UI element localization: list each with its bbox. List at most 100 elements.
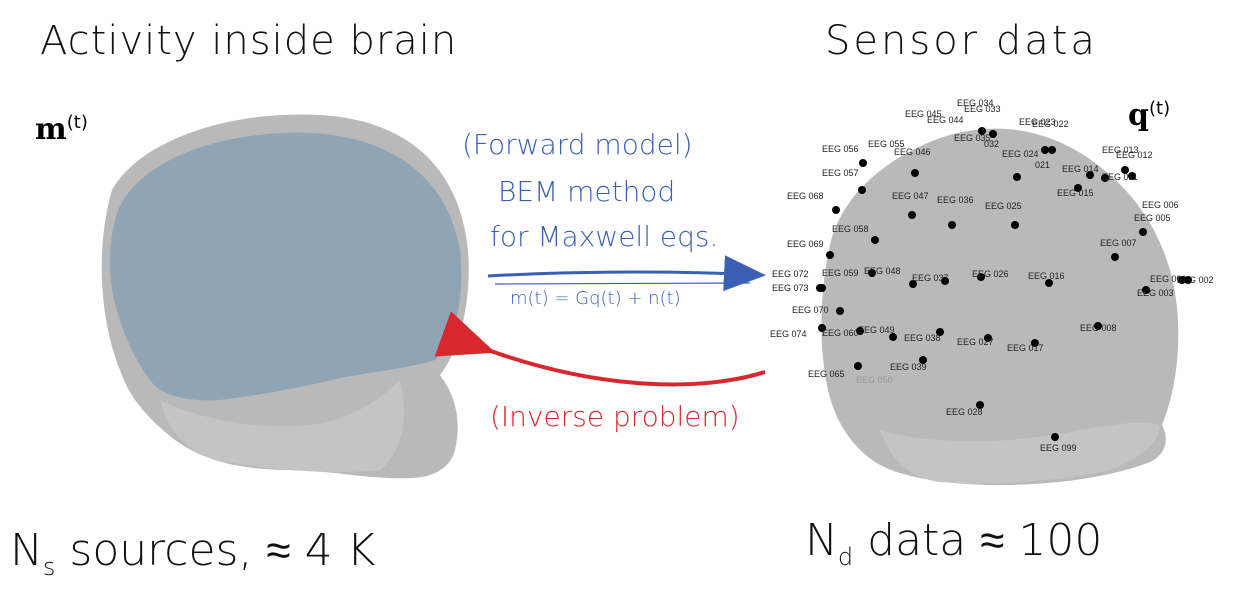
electrode-dot xyxy=(909,280,917,288)
electrode-dot xyxy=(1045,279,1053,287)
electrode-dot xyxy=(976,401,984,409)
q-superscript: (t) xyxy=(1148,98,1171,119)
electrode-dot xyxy=(868,269,876,277)
electrode-dot xyxy=(1074,184,1082,192)
left-title: Activity inside brain xyxy=(40,18,458,64)
electrode-dot xyxy=(826,251,834,259)
electrode-dot xyxy=(1013,173,1021,181)
electrode-dot xyxy=(977,273,985,281)
electrode-label: EEG 069 xyxy=(787,239,824,249)
electrode-dot xyxy=(1178,276,1186,284)
electrode-label: EEG 047 xyxy=(892,191,929,201)
data-caption: Nd data ≈ 100 xyxy=(805,515,1102,571)
electrode-dot xyxy=(1111,253,1119,261)
electrode-label: EEG 026 xyxy=(972,269,1009,279)
electrode-label: EEG 016 xyxy=(1028,271,1065,281)
maxwell-label: for Maxwell eqs. xyxy=(490,220,719,253)
electrode-dot xyxy=(1011,221,1019,229)
electrode-dot xyxy=(1121,166,1129,174)
electrode-dot xyxy=(936,328,944,336)
electrode-dot xyxy=(908,211,916,219)
electrode-dot xyxy=(1041,146,1049,154)
electrode-dot xyxy=(1051,433,1059,441)
electrode-dot xyxy=(871,236,879,244)
electrode-dot xyxy=(818,324,826,332)
sources-subscript: s xyxy=(42,552,56,581)
electrode-label: EEG 025 xyxy=(985,201,1022,211)
q-variable-label: q(t) xyxy=(1128,98,1170,133)
electrode-label: EEG 033 xyxy=(964,104,1001,114)
left-brain-surface xyxy=(110,132,462,401)
electrode-label: EEG 050 xyxy=(856,375,893,385)
electrode-label: EEG 005 xyxy=(1134,213,1171,223)
data-subscript: d xyxy=(837,542,854,571)
electrode-label: EEG 060 xyxy=(822,328,859,338)
electrode-label: EEG 001 xyxy=(1150,274,1187,284)
electrode-label: EEG 035 xyxy=(954,133,991,143)
electrode-dot xyxy=(984,334,992,342)
electrode-dot xyxy=(854,362,862,370)
electrode-label: EEG 003 xyxy=(1137,288,1174,298)
left-head-shade xyxy=(160,380,404,472)
inverse-problem-label: (Inverse problem) xyxy=(490,400,740,433)
electrode-label: EEG 070 xyxy=(792,305,829,315)
electrode-label: EEG 024 xyxy=(1002,149,1039,159)
electrode-label: EEG 049 xyxy=(858,325,895,335)
electrode-label: EEG 015 xyxy=(1057,188,1094,198)
electrode-label: EEG 011 xyxy=(1102,172,1138,182)
electrode-label: EEG 013 xyxy=(1102,145,1139,155)
electrode-label: EEG 036 xyxy=(937,195,974,205)
electrode-dot xyxy=(1031,339,1039,347)
electrode-label: EEG 022 xyxy=(1032,119,1069,129)
electrode-dot xyxy=(858,186,866,194)
electrode-label: EEG 058 xyxy=(832,224,869,234)
forward-arrow xyxy=(487,255,766,292)
electrode-label: EEG 057 xyxy=(822,168,859,178)
inverse-arrow xyxy=(434,311,766,387)
data-N: N xyxy=(805,515,838,566)
electrode-dot xyxy=(836,307,844,315)
m-superscript: (t) xyxy=(66,112,88,133)
right-title: Sensor data xyxy=(825,18,1098,64)
m-variable-label: m(t) xyxy=(35,112,88,147)
forward-divider-line xyxy=(494,282,751,285)
electrode-label: EEG 027 xyxy=(957,337,994,347)
electrode-dot xyxy=(1142,286,1150,294)
electrode-label: EEG 023 xyxy=(1019,117,1056,127)
electrode-label: EEG 006 xyxy=(1142,200,1179,210)
electrode-label: EEG 048 xyxy=(864,266,901,276)
electrode-label: EEG 074 xyxy=(770,329,807,339)
electrode-label: EEG 008 xyxy=(1080,323,1117,333)
electrode-label: EEG 046 xyxy=(894,147,931,157)
right-head-shade xyxy=(880,422,1160,484)
electrode-label: EEG 055 xyxy=(868,139,905,149)
electrode-label: EEG 073 xyxy=(772,283,809,293)
electrode-dot xyxy=(1128,172,1136,180)
electrode-label: EEG 045 xyxy=(905,109,942,119)
electrode-label: EEG 014 xyxy=(1062,164,1099,174)
electrode-dot xyxy=(1048,146,1056,154)
electrode-dot xyxy=(1101,174,1109,182)
electrode-label: EEG 007 xyxy=(1100,238,1137,248)
electrode-label: 032 xyxy=(984,139,999,149)
q-symbol: q xyxy=(1128,98,1149,133)
electrode-dot xyxy=(989,130,997,138)
electrode-label: EEG 072 xyxy=(772,269,809,279)
electrode-label: EEG 037 xyxy=(912,273,949,283)
sources-caption: Ns sources, ≈ 4 K xyxy=(10,525,375,581)
electrode-dot xyxy=(978,127,986,135)
sources-count-text: sources, ≈ 4 K xyxy=(55,525,376,576)
electrode-label: EEG 059 xyxy=(822,268,859,278)
sources-N: N xyxy=(10,525,43,576)
electrode-label: EEG 065 xyxy=(808,369,845,379)
m-symbol: m xyxy=(35,112,67,147)
electrode-dot xyxy=(856,327,864,335)
electrode-label: EEG 038 xyxy=(904,333,941,343)
electrode-dot xyxy=(1139,228,1147,236)
electrode-dot xyxy=(889,333,897,341)
forward-model-label: (Forward model) xyxy=(462,128,693,161)
electrode-label: EEG 002 xyxy=(1177,275,1214,285)
electrode-dot xyxy=(1094,322,1102,330)
